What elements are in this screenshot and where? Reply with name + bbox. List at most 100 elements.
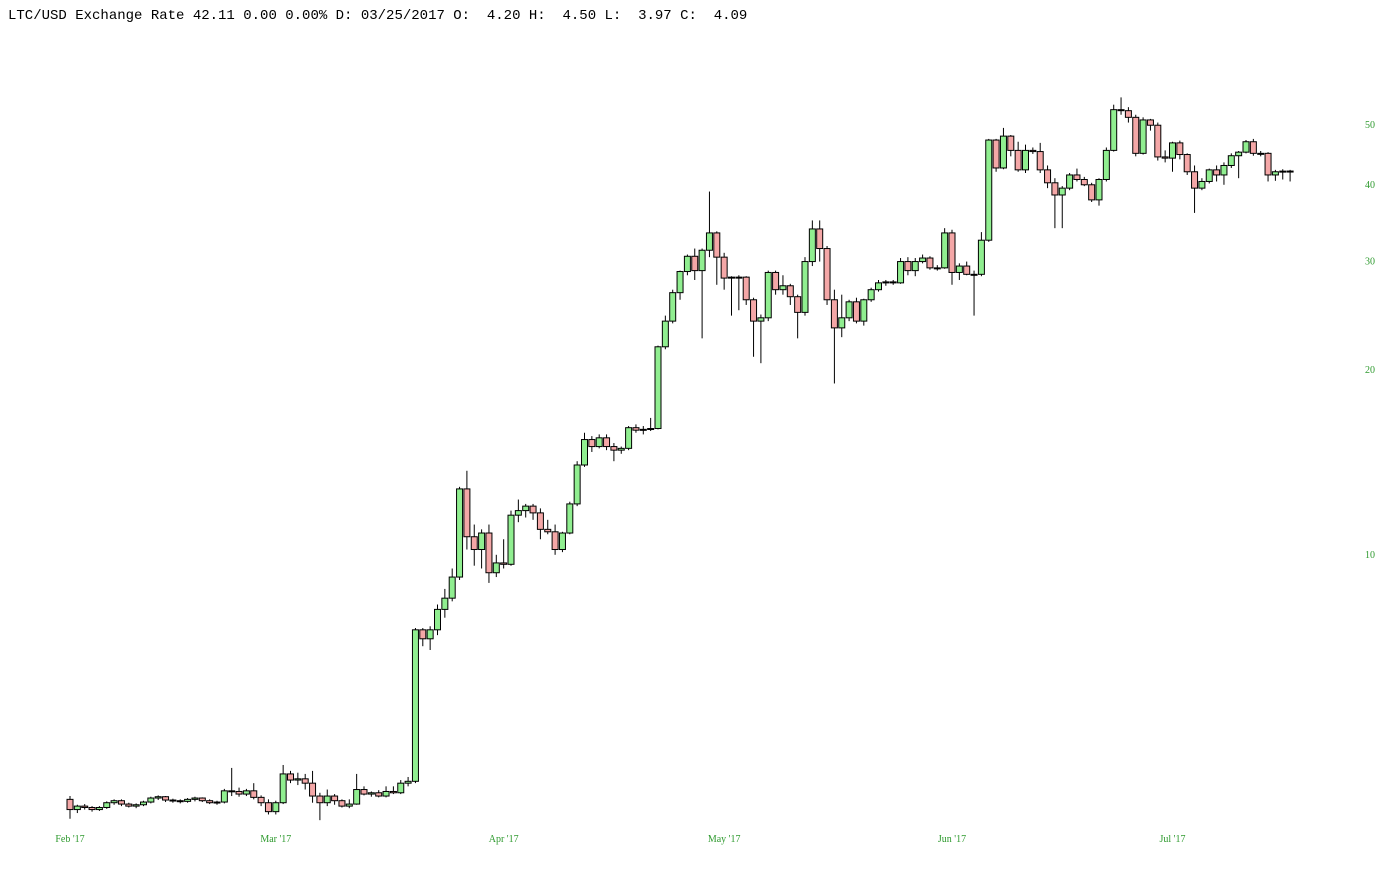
- candle-body: [801, 261, 809, 313]
- candle-body: [654, 346, 662, 430]
- candle-body: [742, 276, 750, 301]
- candle-body: [1088, 184, 1096, 201]
- candle-body: [595, 437, 603, 448]
- candle-body: [1191, 171, 1199, 189]
- candle-body: [309, 782, 317, 797]
- candle-body: [1066, 174, 1074, 189]
- candle-body: [838, 317, 846, 329]
- candle-body: [603, 437, 611, 448]
- candle-body: [485, 532, 493, 574]
- candle-body: [1132, 116, 1140, 154]
- candle-body: [1161, 156, 1169, 159]
- candle-body: [441, 597, 449, 610]
- candle-body: [448, 576, 456, 599]
- candle-body: [95, 806, 103, 811]
- candle-body: [573, 464, 581, 505]
- candle-body: [1124, 110, 1132, 118]
- chart-title: LTC/USD Exchange Rate 42.11 0.00 0.00% D…: [8, 8, 747, 24]
- candle-body: [772, 271, 780, 291]
- candle-body: [779, 285, 787, 291]
- candle-body: [683, 255, 691, 273]
- candle-body: [794, 296, 802, 313]
- candle-body: [647, 428, 655, 431]
- candle-body: [933, 267, 941, 270]
- candle-body: [272, 802, 280, 813]
- candle-body: [941, 232, 949, 269]
- candle-body: [911, 261, 919, 272]
- candle-body: [389, 790, 397, 794]
- candle-body: [242, 790, 250, 795]
- candle-body: [301, 778, 309, 784]
- candle-body: [228, 790, 236, 793]
- candle-body: [198, 797, 206, 802]
- candle-body: [889, 281, 897, 284]
- x-tick-label: Jul '17: [1160, 834, 1186, 845]
- candle-body: [999, 135, 1007, 169]
- candle-body: [632, 427, 640, 431]
- candle-body: [1169, 142, 1176, 159]
- candle-body: [1198, 180, 1206, 189]
- candle-body: [367, 792, 375, 795]
- x-tick-label: May '17: [708, 834, 741, 845]
- candle-body: [544, 528, 552, 533]
- candle-body: [669, 292, 677, 322]
- candle-body: [823, 248, 831, 301]
- candle-body: [434, 608, 441, 631]
- candle-body: [529, 505, 537, 514]
- candle-body: [294, 778, 302, 781]
- candle-body: [81, 805, 89, 808]
- candle-body: [1022, 149, 1029, 171]
- candle-body: [184, 798, 192, 802]
- y-tick-label: 50: [1365, 120, 1375, 131]
- candle-body: [117, 800, 125, 805]
- candle-body: [375, 792, 383, 797]
- candle-body: [257, 796, 265, 804]
- candle-body: [1264, 152, 1272, 176]
- candle-body: [1213, 169, 1221, 176]
- candle-body: [169, 799, 177, 802]
- candle-body: [992, 139, 1000, 169]
- y-tick-label: 10: [1365, 550, 1375, 561]
- candle-body: [963, 265, 971, 275]
- candle-body: [875, 282, 882, 291]
- candle-body: [500, 562, 508, 565]
- candle-body: [338, 800, 346, 807]
- candle-body: [588, 439, 596, 448]
- candle-body: [625, 427, 633, 449]
- candle-body: [882, 281, 890, 284]
- candle-body: [411, 629, 419, 782]
- candle-body: [617, 447, 625, 451]
- candle-body: [830, 299, 838, 329]
- candle-body: [316, 795, 324, 804]
- candle-body: [287, 773, 294, 781]
- candle-body: [713, 232, 721, 258]
- candle-body: [786, 285, 794, 298]
- candle-body: [279, 773, 287, 804]
- x-tick-label: Apr '17: [489, 834, 519, 845]
- candle-body: [764, 271, 772, 319]
- candle-body: [1235, 151, 1243, 157]
- candle-body: [1279, 170, 1287, 173]
- candle-body: [206, 800, 214, 804]
- candle-body: [720, 256, 728, 279]
- candle-body: [191, 797, 199, 800]
- candle-body: [492, 562, 500, 574]
- candle-body: [1044, 169, 1052, 184]
- candle-body: [1080, 178, 1088, 186]
- candle-body: [331, 795, 339, 802]
- candle-body: [536, 512, 544, 530]
- candle-body: [353, 789, 361, 805]
- candle-body: [213, 801, 221, 804]
- candle-body: [581, 439, 588, 466]
- candle-body: [845, 301, 853, 319]
- candle-body: [1220, 164, 1228, 176]
- candle-body: [404, 780, 412, 784]
- candle-body: [1249, 141, 1257, 154]
- candle-body: [1095, 178, 1103, 201]
- candle-body: [1242, 141, 1250, 153]
- candle-body: [110, 800, 118, 804]
- candle-body: [250, 790, 258, 798]
- candle-body: [1117, 109, 1125, 112]
- candle-body: [977, 239, 985, 275]
